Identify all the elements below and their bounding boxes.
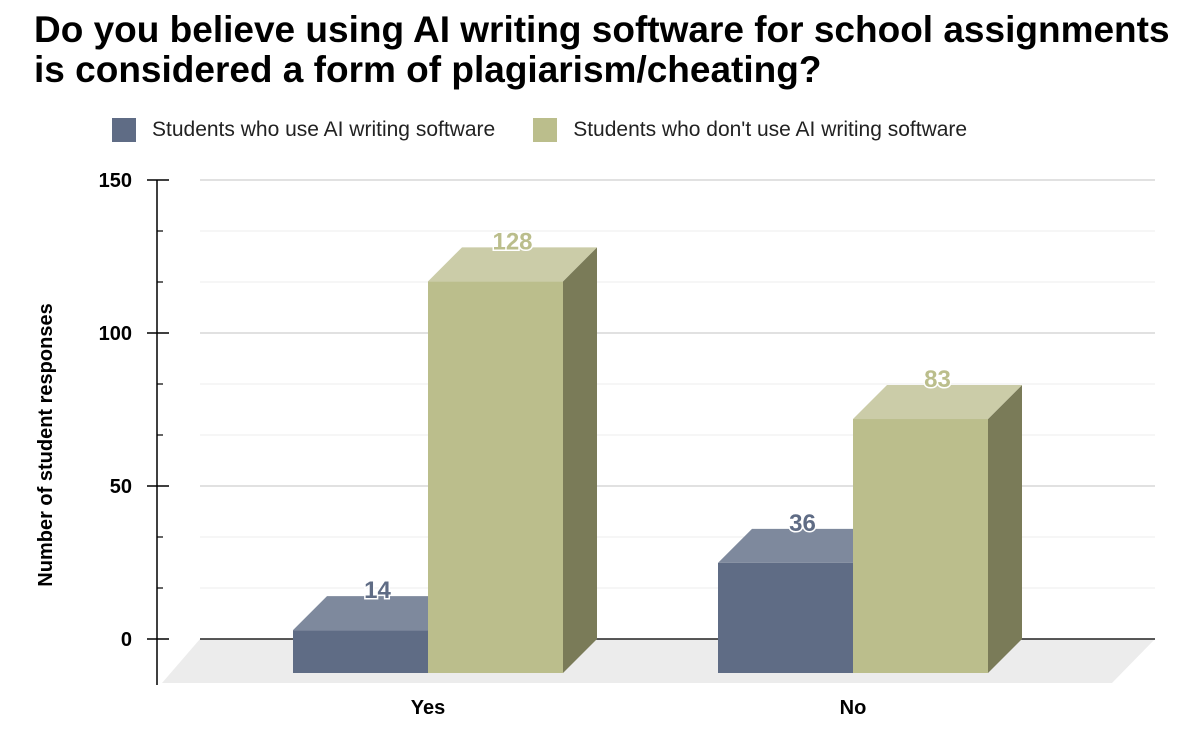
legend-swatch-non-users [533, 118, 558, 142]
bar-side [563, 247, 597, 673]
data-label: 128 [492, 228, 532, 255]
bar-top [718, 528, 887, 563]
legend: Students who use AI writing software Stu… [112, 118, 1005, 142]
y-tick-label: 0 [121, 629, 132, 651]
bar-top [428, 247, 597, 282]
legend-label-non-users: Students who don't use AI writing softwa… [573, 118, 968, 141]
data-label: 36 [789, 510, 816, 537]
legend-swatch-users [112, 118, 136, 142]
bar-top [853, 385, 1022, 420]
y-tick-label: 100 [99, 323, 132, 345]
data-label: 83 [924, 366, 951, 393]
bar [853, 419, 988, 673]
legend-item-users: Students who use AI writing software [112, 118, 495, 142]
legend-item-non-users: Students who don't use AI writing softwa… [533, 118, 967, 142]
data-label: 14 [364, 577, 391, 604]
y-tick-label: 150 [99, 170, 132, 192]
y-axis-title: Number of student responses [35, 303, 57, 586]
x-tick-label: No [840, 697, 867, 719]
legend-label-users: Students who use AI writing software [152, 118, 496, 141]
bar-side [988, 385, 1022, 673]
bar [718, 562, 853, 673]
y-tick-label: 50 [110, 476, 132, 498]
bar [428, 281, 563, 673]
chart-title: Do you believe using AI writing software… [34, 9, 1170, 90]
bar [293, 630, 428, 673]
bar-top [293, 596, 462, 631]
x-tick-label: Yes [411, 697, 445, 719]
